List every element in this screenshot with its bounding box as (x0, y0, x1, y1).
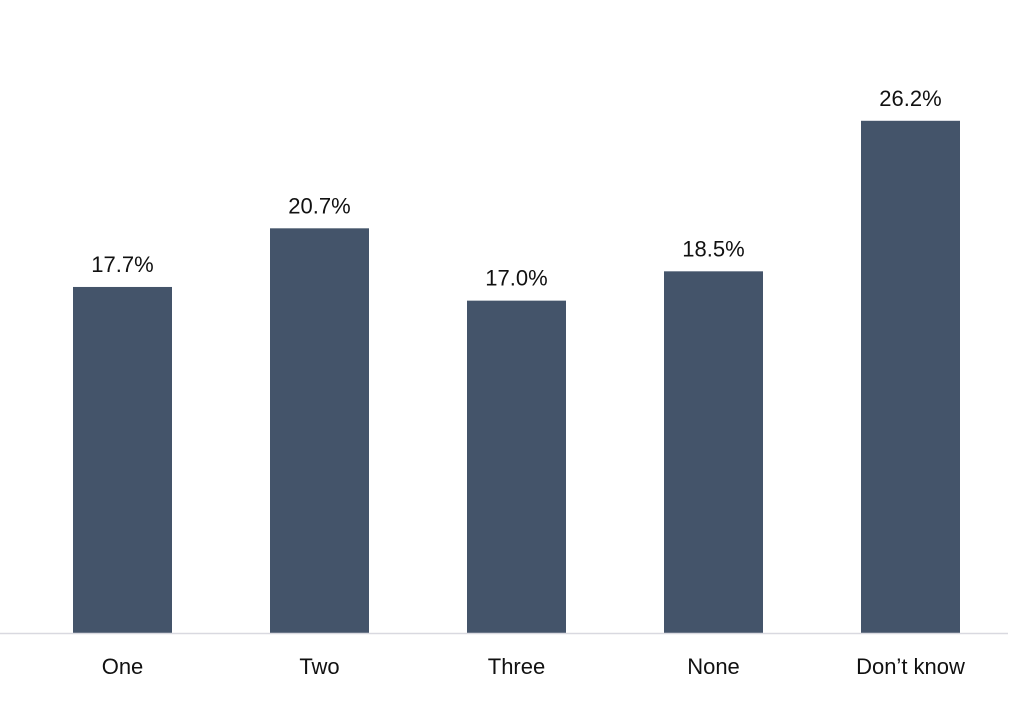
bar (861, 120, 960, 634)
category-labels-group: One Two Three None Don’t know (102, 654, 965, 679)
bar-value-label: 18.5% (682, 236, 744, 261)
bar (467, 300, 566, 633)
category-label: Don’t know (856, 654, 965, 679)
bars-group (73, 120, 960, 634)
category-label: None (687, 654, 740, 679)
category-label: One (102, 654, 144, 679)
bar-value-label: 20.7% (288, 193, 350, 218)
bar-value-label: 17.0% (485, 266, 547, 291)
bar-value-label: 17.7% (91, 252, 153, 277)
bar (270, 228, 369, 633)
category-label: Three (488, 654, 545, 679)
value-labels-group: 17.7% 20.7% 17.0% 18.5% 26.2% (91, 86, 941, 291)
bar-value-label: 26.2% (879, 86, 941, 111)
bar (73, 286, 172, 633)
bar (664, 271, 763, 633)
category-label: Two (299, 654, 339, 679)
